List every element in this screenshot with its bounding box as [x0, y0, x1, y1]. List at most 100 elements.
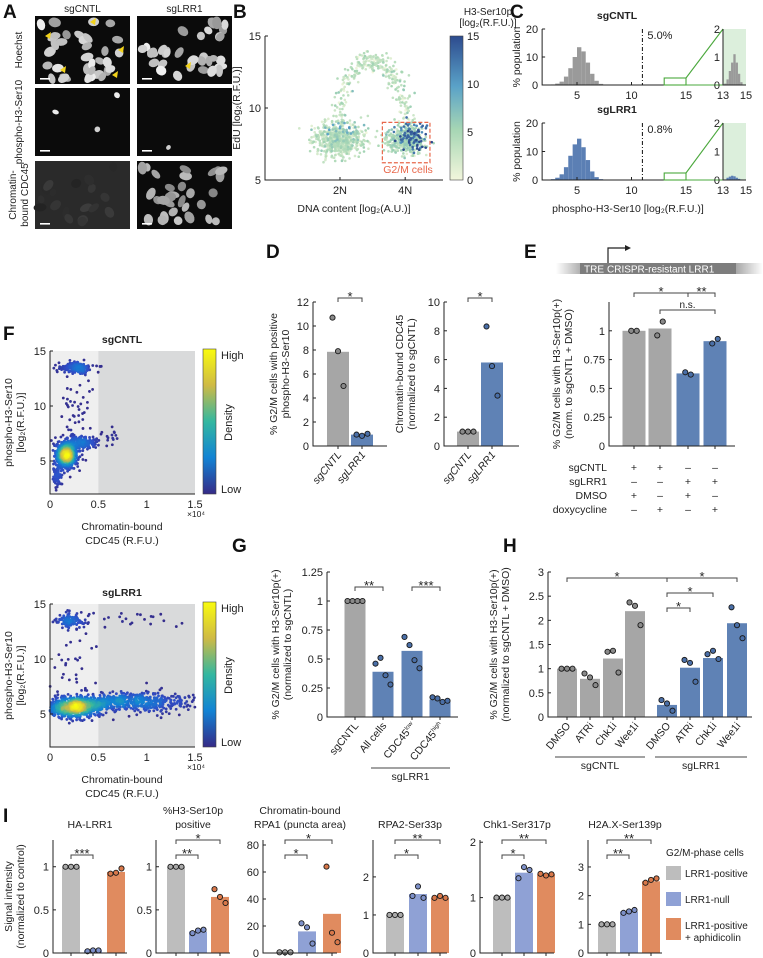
inset-bar: [728, 176, 732, 180]
scatter-point: [343, 159, 347, 163]
scatter-point: [383, 66, 387, 70]
scatter-point: [409, 132, 413, 136]
condition-sign: +: [712, 476, 718, 488]
scatter-point: [312, 135, 316, 138]
scatter-point: [420, 130, 424, 134]
condition-sign: +: [712, 504, 718, 516]
significance-label: n.s.: [679, 300, 695, 311]
scatter-point: [75, 694, 79, 698]
data-point: [515, 875, 522, 882]
significance-bracket: [467, 297, 493, 302]
nucleus: [164, 183, 175, 192]
scatter-point: [400, 128, 403, 132]
row-label: phospho-H3-Ser10: [14, 79, 25, 164]
y-tick-label: 2: [303, 417, 309, 429]
nucleus: [71, 178, 82, 189]
scatter-point: [71, 404, 74, 407]
scatter-point: [74, 703, 77, 707]
scatter-point: [151, 615, 155, 619]
scatter-point: [157, 699, 161, 703]
arrowhead-marker: [185, 62, 191, 69]
data-point: [107, 870, 114, 877]
data-point: [359, 597, 366, 605]
scatter-point: [186, 708, 190, 712]
nucleus: [88, 203, 100, 213]
scatter-point: [362, 62, 366, 66]
scatter-point: [348, 135, 351, 139]
significance-label: **: [624, 831, 634, 846]
data-point: [349, 597, 356, 605]
y-axis-label-line: [log₂(R.F.U.)]: [15, 645, 27, 705]
chart-title: H2A.X-Ser139p: [588, 819, 662, 831]
bar: [642, 881, 660, 953]
histogram-title: sgCNTL: [597, 10, 638, 22]
y-tick-label: 0.5: [590, 383, 605, 395]
scatter-point: [131, 704, 135, 708]
scatter-point: [144, 708, 148, 712]
scatter-point: [424, 146, 428, 149]
scatter-point: [81, 440, 85, 444]
bar: [515, 872, 533, 953]
scatter-point: [152, 709, 156, 713]
scatter-point: [94, 681, 97, 685]
scatter-point: [60, 658, 64, 662]
data-point: [615, 669, 622, 676]
y-tick-label: 15: [249, 31, 261, 43]
scatter-point: [120, 691, 124, 695]
scatter-point: [345, 152, 349, 155]
scatter-point: [335, 133, 339, 137]
significance-bracket: [501, 839, 547, 844]
scatter-point: [177, 713, 181, 717]
scatter-point: [310, 124, 313, 128]
scatter-point: [78, 383, 82, 387]
scatter-point: [187, 695, 191, 699]
significance-label: *: [477, 289, 482, 304]
bar: [622, 330, 646, 446]
scatter-point: [411, 147, 415, 151]
scatter-point: [312, 140, 316, 143]
y-axis-label: phospho-H3-Ser10[log₂(R.F.U.)]: [3, 378, 27, 467]
scatter-point: [403, 104, 407, 108]
nucleus: [58, 73, 70, 83]
bar: [211, 896, 229, 953]
scatter-point: [320, 149, 323, 152]
data-point: [287, 949, 294, 956]
scatter-point: [403, 143, 407, 147]
inset-bar: [726, 79, 729, 85]
scatter-point: [352, 137, 355, 141]
x-axis-label: phospho-H3-Ser10 [log₂(R.F.U.)]: [552, 203, 704, 215]
scatter-point: [386, 56, 390, 60]
scatter-point: [106, 436, 110, 440]
colorbar-label-line: Density: [223, 404, 235, 441]
scatter-point: [395, 133, 399, 137]
scatter-point: [77, 420, 81, 424]
data-point: [397, 911, 404, 919]
scatter-point: [323, 118, 327, 121]
y-tick-label: 0.25: [302, 683, 323, 695]
scatter-point: [73, 366, 77, 370]
y-tick-label: 10: [526, 52, 538, 64]
scatter-point: [355, 71, 359, 75]
inset-bar: [735, 62, 738, 85]
category-label-text: DMSO: [544, 720, 573, 752]
nucleus: [105, 65, 116, 73]
scatter-point: [355, 66, 358, 70]
data-point: [493, 894, 500, 901]
bar: [189, 931, 207, 953]
histogram-bar: [568, 155, 573, 180]
nucleus: [172, 70, 183, 81]
y-tick-label: 4: [434, 383, 440, 395]
scatter-point: [381, 58, 385, 61]
x-axis-label: DNA content [log₂(A.U.)]: [297, 203, 410, 215]
scatter-point: [343, 103, 346, 107]
y-axis-label: phospho-H3-Ser10[log₂(R.F.U.)]: [3, 631, 27, 720]
scatter-point: [152, 692, 155, 696]
scatter-point: [403, 80, 406, 83]
y-tick-label: 12: [297, 297, 309, 309]
scatter-point: [97, 443, 100, 447]
scatter-point: [361, 66, 364, 70]
scatter-point: [110, 425, 114, 429]
y-axis-label-line: % G2/M cells with positive: [268, 313, 280, 435]
